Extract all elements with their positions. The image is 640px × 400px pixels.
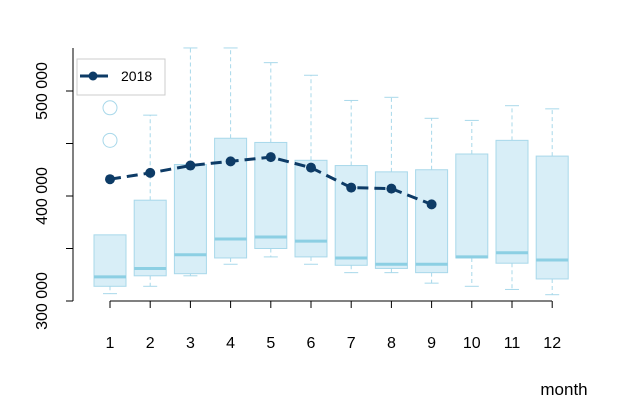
y-tick-label-2: 500 000 bbox=[34, 62, 51, 120]
series-point-3 bbox=[185, 160, 196, 171]
box-month-3 bbox=[173, 47, 207, 277]
box-rect-2 bbox=[133, 199, 167, 277]
box-rect-9 bbox=[415, 169, 449, 274]
x-tick-label-8: 8 bbox=[387, 335, 396, 352]
x-tick-label-2: 2 bbox=[146, 335, 155, 352]
x-ticks: 1 2 3 4 5 6 7 8 9 10 11 12 bbox=[106, 301, 561, 352]
y-tick-label-0: 300 000 bbox=[34, 272, 51, 330]
x-tick-label-6: 6 bbox=[307, 335, 316, 352]
box-rect-1 bbox=[93, 234, 127, 287]
x-tick-label-9: 9 bbox=[427, 335, 436, 352]
box-month-10 bbox=[455, 119, 489, 287]
series-point-8 bbox=[386, 183, 397, 194]
x-tick-label-3: 3 bbox=[186, 335, 195, 352]
box-rect-7 bbox=[334, 165, 368, 266]
series-point-7 bbox=[346, 182, 357, 193]
box-month-4 bbox=[214, 47, 248, 265]
series-point-9 bbox=[426, 199, 437, 210]
outlier-point-1 bbox=[102, 132, 118, 148]
box-rect-3 bbox=[173, 164, 207, 275]
legend: 2018 bbox=[76, 58, 166, 96]
box-month-6 bbox=[294, 74, 328, 265]
box-month-2 bbox=[133, 114, 167, 287]
x-tick-label-7: 7 bbox=[347, 335, 356, 352]
series-layer bbox=[105, 152, 437, 210]
box-rect-12 bbox=[535, 155, 569, 280]
y-tick-label-1: 400 000 bbox=[34, 167, 51, 225]
outlier-point-0 bbox=[102, 100, 118, 116]
x-tick-label-1: 1 bbox=[106, 335, 115, 352]
outliers-layer bbox=[102, 100, 118, 148]
y-ticks: 300 000 400 000 500 000 bbox=[34, 62, 73, 330]
series-point-4 bbox=[225, 156, 236, 167]
series-point-5 bbox=[265, 152, 276, 163]
series-point-1 bbox=[105, 174, 115, 185]
x-tick-label-12: 12 bbox=[543, 335, 561, 352]
box-rect-11 bbox=[495, 139, 529, 264]
box-month-9 bbox=[415, 117, 449, 284]
box-rect-10 bbox=[455, 153, 489, 259]
x-tick-label-5: 5 bbox=[266, 335, 275, 352]
box-month-12 bbox=[535, 108, 569, 296]
legend-series-label: 2018 bbox=[121, 68, 152, 84]
box-month-11 bbox=[495, 105, 529, 290]
box-month-1 bbox=[93, 234, 127, 295]
box-month-7 bbox=[334, 99, 368, 274]
series-point-6 bbox=[306, 162, 316, 173]
x-tick-label-10: 10 bbox=[463, 335, 481, 352]
series-point-2 bbox=[145, 167, 156, 178]
boxes-layer bbox=[93, 47, 569, 296]
x-axis-title: month bbox=[540, 380, 587, 399]
legend-series-marker bbox=[88, 71, 98, 81]
x-tick-label-11: 11 bbox=[504, 335, 521, 352]
x-tick-label-4: 4 bbox=[226, 335, 235, 352]
